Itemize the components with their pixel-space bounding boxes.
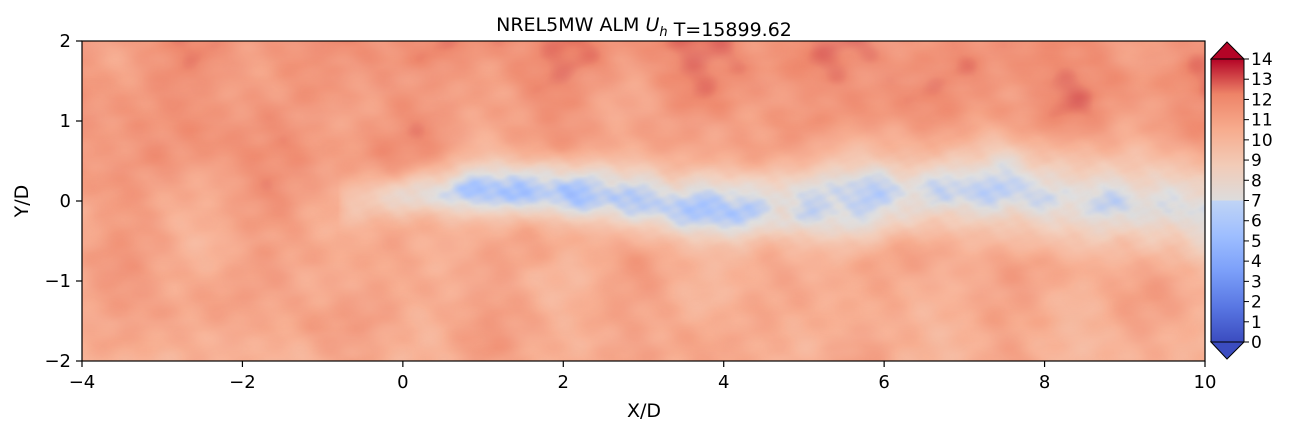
colorbar-tick-label: 7 (1251, 192, 1262, 212)
y-tick-label: −2 (44, 351, 71, 372)
y-tick-label: −1 (44, 271, 71, 292)
colorbar-extend-top (1209, 41, 1246, 60)
colorbar-tick-label: 12 (1251, 90, 1273, 110)
x-axis: −4 −2 0 2 4 6 8 10 (69, 361, 1217, 393)
velocity-field (82, 41, 1205, 361)
colorbar-tick-label: 1 (1251, 313, 1262, 333)
x-tick-label: 10 (1194, 372, 1217, 393)
colorbar-tick-label: 10 (1251, 131, 1273, 151)
colorbar-extend-bottom (1209, 341, 1246, 360)
colorbar-tick-label: 3 (1251, 272, 1262, 292)
y-tick-label: 0 (60, 191, 71, 212)
x-tick-label: −2 (229, 372, 256, 393)
x-tick-label: 0 (397, 372, 408, 393)
x-tick-label: 4 (718, 372, 729, 393)
x-tick-label: −4 (69, 372, 96, 393)
colorbar-body (1210, 58, 1245, 343)
colorbar-tick-label: 6 (1251, 212, 1262, 232)
colorbar-tick-label: 9 (1251, 151, 1262, 171)
x-axis-label: X/D (627, 400, 661, 422)
colorbar-tick-label: 14 (1251, 50, 1273, 70)
x-tick-label: 6 (878, 372, 889, 393)
y-tick-label: 1 (60, 111, 71, 132)
chart-title: NREL5MW ALM Uh T=15899.62 (496, 14, 792, 41)
x-tick-label: 2 (558, 372, 569, 393)
colorbar-tick-label: 4 (1251, 252, 1262, 272)
colorbar-tick-label: 5 (1251, 232, 1262, 252)
y-axis: −2 −1 0 1 2 (44, 31, 82, 372)
y-tick-label: 2 (60, 31, 71, 52)
y-axis-label: Y/D (11, 185, 33, 219)
turbulence-texture (82, 41, 1205, 361)
x-tick-label: 8 (1039, 372, 1050, 393)
colorbar-tick-label: 8 (1251, 171, 1262, 191)
colorbar-tick-label: 11 (1251, 111, 1273, 131)
colorbar-tick-label: 13 (1251, 70, 1273, 90)
colorbar-tick-label: 2 (1251, 293, 1262, 313)
colorbar-tick-label: 0 (1251, 333, 1262, 353)
